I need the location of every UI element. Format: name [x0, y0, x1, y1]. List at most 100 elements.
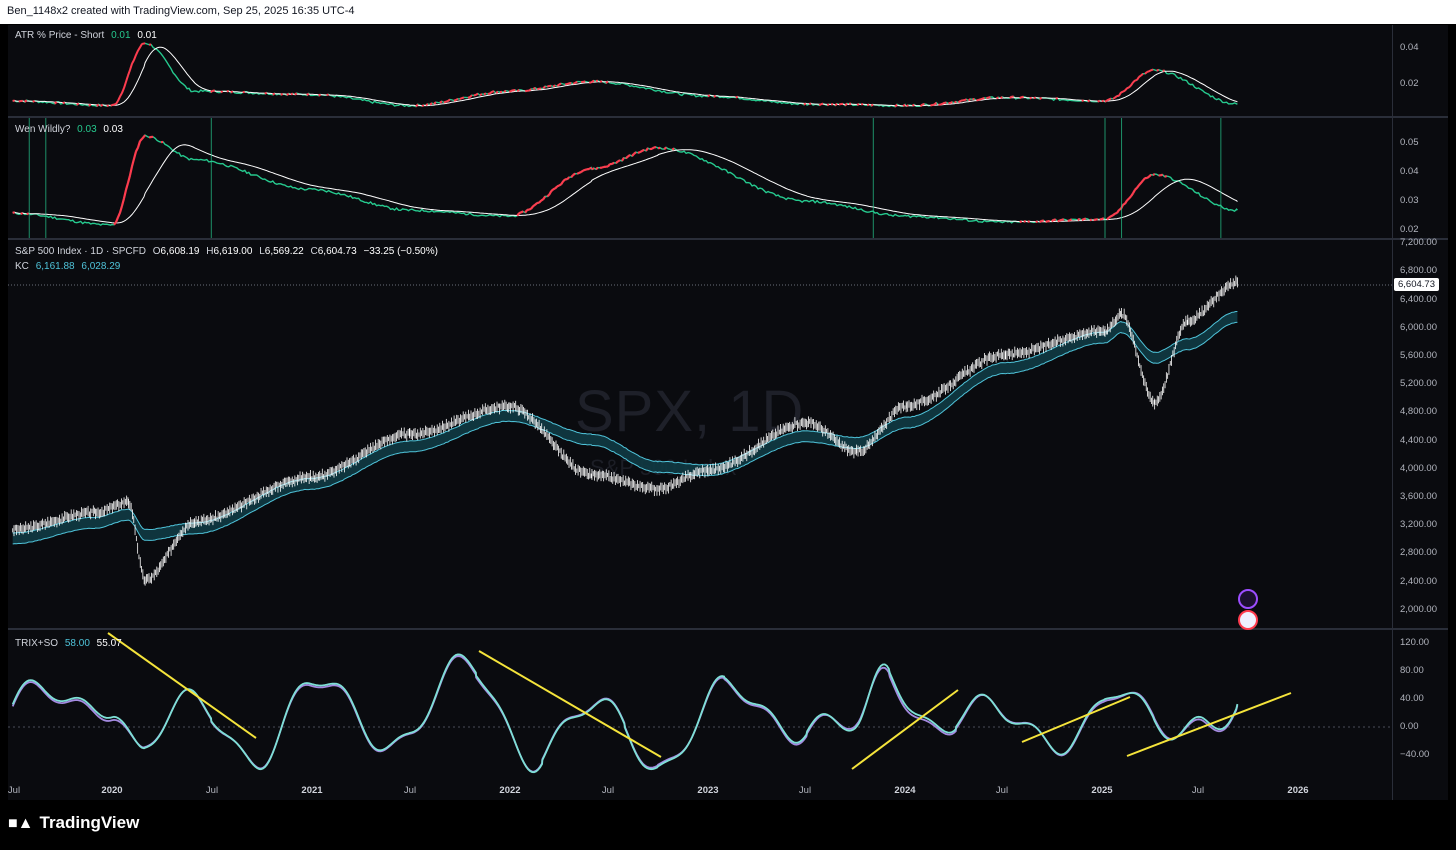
- wen-rising-segment: [1138, 182, 1142, 186]
- kc-legend[interactable]: KC 6,161.88 6,028.29: [15, 261, 124, 272]
- atr-rising-segment: [844, 102, 848, 107]
- atr-rising-segment: [826, 103, 830, 107]
- atr-rising-segment: [556, 83, 560, 87]
- atr-rising-segment: [591, 79, 595, 83]
- price-tick: 6,800.00: [1400, 265, 1437, 276]
- chart-frame[interactable]: [8, 25, 1448, 800]
- atr-rising-segment: [119, 92, 123, 98]
- atr-rising-segment: [429, 102, 433, 106]
- trix-legend[interactable]: TRIX+SO 58.00 55.07: [15, 638, 126, 649]
- atr-rising-segment: [475, 92, 479, 96]
- alert-icon[interactable]: [1238, 589, 1258, 609]
- trix-tick: 0.00: [1400, 721, 1419, 732]
- wen-rising-segment: [542, 195, 547, 200]
- atr-rising-segment: [953, 100, 957, 104]
- price-tick: 5,600.00: [1400, 350, 1437, 361]
- atr-rising-segment: [133, 54, 137, 61]
- wen-rising-segment: [556, 184, 560, 188]
- wen-rising-segment: [524, 209, 529, 214]
- atr-rising-segment: [964, 98, 967, 102]
- atr-rising-segment: [599, 80, 603, 83]
- wen-rising-segment: [1069, 218, 1073, 222]
- atr-rising-segment: [1126, 86, 1130, 90]
- trendline: [1126, 692, 1292, 757]
- wen-rising-segment: [130, 158, 136, 167]
- atr-rising-segment: [930, 104, 933, 107]
- wen-rising-segment: [1101, 217, 1105, 221]
- pane-separator[interactable]: [8, 238, 1448, 240]
- ohlc-close: C6,604.73: [310, 246, 357, 257]
- wen-rising-segment: [578, 170, 582, 174]
- kc-band: [12, 311, 1238, 544]
- wen-rising-segment: [641, 148, 645, 152]
- atr-rising-segment: [210, 89, 214, 94]
- kc-lower: 6,028.29: [81, 261, 121, 272]
- wen-rising-segment: [126, 175, 132, 184]
- atr-rising-segment: [433, 101, 437, 105]
- wen-rising-segment: [118, 205, 124, 213]
- atr-rising-segment: [834, 102, 838, 107]
- atr-rising-segment: [978, 98, 981, 101]
- atr-rising-segment: [542, 85, 546, 90]
- atr-rising-segment: [856, 103, 860, 106]
- price-axis-border: [1392, 25, 1393, 800]
- wen-legend[interactable]: Wen Wildly? 0.03 0.03: [15, 124, 127, 135]
- wen-rising-segment: [1146, 175, 1150, 179]
- wen-rising-segment: [637, 151, 641, 154]
- atr-rising-segment: [1122, 89, 1126, 93]
- wen-rising-segment: [1126, 197, 1130, 202]
- wen-line: [12, 134, 1238, 226]
- atr-rising-segment: [818, 103, 822, 107]
- atr-rising-segment: [1039, 96, 1043, 100]
- atr-rising-segment: [415, 103, 419, 108]
- flag-icon[interactable]: [1238, 610, 1258, 630]
- pane-separator[interactable]: [8, 628, 1448, 630]
- wen-rising-segment: [1132, 189, 1136, 194]
- atr-rising-segment: [479, 93, 483, 97]
- wen-rising-segment: [1114, 211, 1118, 215]
- wen-rising-segment: [639, 150, 643, 154]
- atr-legend[interactable]: ATR % Price - Short 0.01 0.01: [15, 30, 161, 41]
- wen-rising-segment: [615, 160, 619, 164]
- atr-rising-segment: [1029, 96, 1033, 100]
- atr-rising-segment: [495, 90, 499, 94]
- atr-rising-segment: [127, 69, 131, 76]
- atr-rising-segment: [524, 89, 528, 93]
- tradingview-logo[interactable]: ■▲ TradingView: [8, 813, 139, 833]
- ohlc-low: L6,569.22: [259, 246, 304, 257]
- pane-separator[interactable]: [8, 116, 1448, 118]
- atr-rising-segment: [1148, 69, 1152, 73]
- wen-rising-segment: [601, 165, 605, 169]
- x-tick: 2022: [499, 785, 521, 796]
- kc-name: KC: [15, 261, 29, 272]
- trendline: [107, 632, 257, 739]
- wen-rising-segment: [591, 167, 595, 171]
- atr-rising-segment: [487, 92, 491, 95]
- trix-value-2: 55.07: [96, 638, 122, 649]
- atr-rising-segment: [707, 94, 711, 98]
- atr-rising-segment: [115, 100, 119, 105]
- wen-rising-segment: [627, 154, 631, 158]
- atr-rising-segment: [1114, 95, 1118, 99]
- atr-rising-segment: [735, 95, 739, 99]
- x-tick: 2021: [301, 785, 323, 796]
- wen-rising-segment: [120, 198, 126, 207]
- wen-rising-segment: [588, 166, 592, 170]
- atr-rising-segment: [1138, 74, 1142, 78]
- atr-rising-segment: [590, 81, 593, 84]
- trix-value-1: 58.00: [64, 638, 90, 649]
- atr-rising-segment: [129, 63, 133, 71]
- x-tick: Jul: [798, 785, 812, 796]
- price-tick: 7,200.00: [1400, 237, 1437, 248]
- wen-rising-segment: [1152, 173, 1156, 176]
- atr-rising-segment: [294, 92, 298, 96]
- atr-rising-segment: [820, 102, 824, 106]
- x-tick: 2025: [1091, 785, 1113, 796]
- atr-rising-segment: [1112, 96, 1116, 100]
- atr-rising-segment: [558, 82, 562, 86]
- atr-rising-segment: [536, 87, 540, 91]
- price-legend[interactable]: S&P 500 Index · 1D · SPCFD O6,608.19 H6,…: [15, 246, 442, 257]
- wen-rising-segment: [530, 205, 535, 210]
- atr-rising-segment: [290, 92, 294, 96]
